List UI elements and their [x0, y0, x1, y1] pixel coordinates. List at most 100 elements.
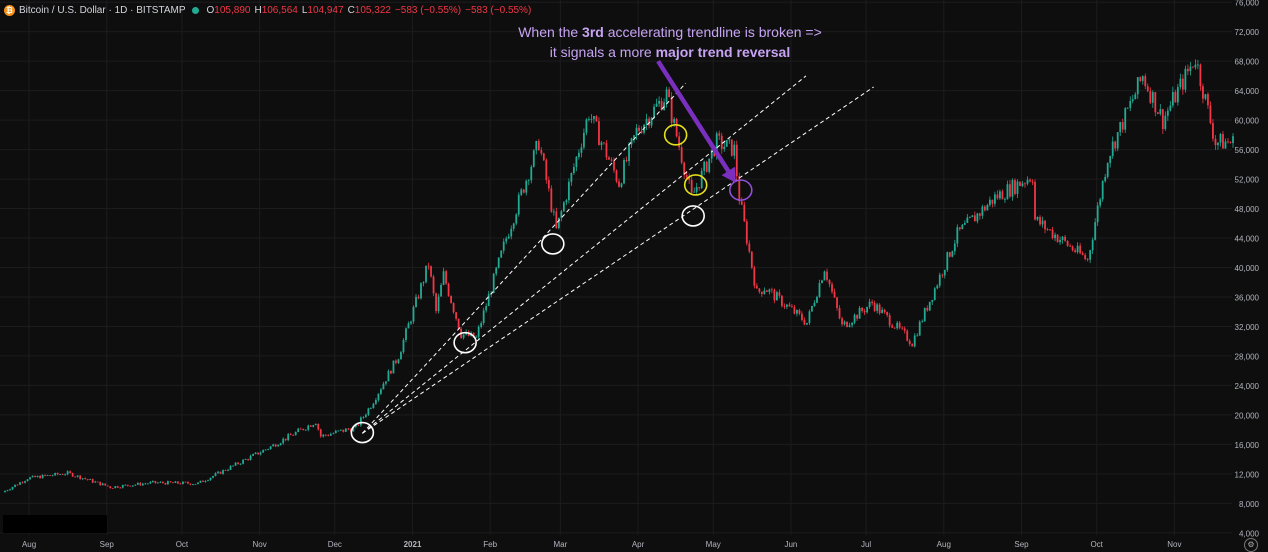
candle-body — [194, 483, 197, 485]
candle-body — [958, 227, 961, 230]
candle-body — [858, 307, 861, 319]
candle-body — [590, 119, 593, 120]
price-axis[interactable]: 4,000 8,000 12,000 16,000 20,000 24,000 28,000… — [1235, 0, 1260, 538]
candle-body — [758, 288, 761, 292]
candle-body — [172, 482, 174, 484]
candle-body — [134, 484, 137, 486]
candle-body — [367, 408, 370, 415]
candle-body — [1049, 229, 1051, 231]
candle-body — [941, 274, 944, 276]
candle-body — [931, 299, 934, 302]
candle-body — [207, 480, 209, 482]
candle-body — [916, 335, 919, 337]
candle-body — [738, 176, 741, 202]
candle-body — [625, 160, 628, 162]
candle-body — [259, 452, 262, 455]
candle-body — [763, 290, 766, 295]
candle-body — [247, 459, 249, 460]
candle-body — [334, 430, 337, 434]
y-tick-label: 64,000 — [1235, 87, 1260, 96]
candle-body — [886, 312, 889, 316]
candle-body — [267, 449, 270, 450]
candle-body — [1029, 179, 1031, 182]
candle-body — [953, 243, 956, 252]
time-axis[interactable]: Aug Sep Oct Nov Dec 2021 Feb Mar Apr May Jun Jul Aug… — [22, 540, 1182, 549]
candle-body — [242, 459, 244, 464]
candle-body — [96, 481, 99, 483]
candle-body — [187, 482, 189, 484]
candle-body — [1144, 76, 1147, 87]
candle-body — [770, 289, 773, 291]
candle-body — [1074, 250, 1077, 252]
y-tick-label: 72,000 — [1235, 28, 1260, 37]
y-tick-label: 24,000 — [1235, 382, 1260, 391]
annotation-line-1: When the 3rd accelerating trendline is b… — [518, 24, 822, 40]
x-tick-label: Oct — [176, 540, 189, 549]
candle-body — [1141, 76, 1144, 81]
candle-body — [803, 320, 806, 325]
candle-body — [1179, 78, 1182, 88]
candle-body — [618, 181, 620, 187]
candle-body — [324, 434, 327, 436]
candle-body — [547, 179, 550, 189]
symbol-title[interactable]: Bitcoin / U.S. Dollar · 1D · BITSTAMP — [19, 4, 186, 16]
y-tick-label: 60,000 — [1235, 117, 1260, 126]
candle-body — [141, 483, 144, 486]
candle-body — [1184, 68, 1187, 90]
candle-body — [605, 143, 608, 158]
candle-body — [598, 121, 600, 146]
candle-body — [715, 133, 718, 157]
ohlc-high: H106,564 — [254, 4, 298, 16]
candle-body — [572, 167, 575, 173]
candle-body — [222, 470, 224, 474]
candle-body — [282, 438, 285, 444]
candle-body — [623, 160, 625, 184]
candle-body — [1166, 110, 1169, 116]
touch-circle-white — [453, 331, 477, 354]
candle-body — [244, 459, 247, 460]
candle-body — [462, 334, 465, 338]
candle-body — [851, 322, 853, 326]
y-tick-label: 36,000 — [1235, 293, 1260, 302]
candle-body — [750, 251, 753, 268]
candle-body — [1197, 64, 1199, 66]
x-tick-label: Jun — [784, 540, 797, 549]
candle-body — [229, 465, 232, 470]
candle-body — [853, 314, 856, 323]
candle-body — [811, 305, 813, 312]
candle-body — [430, 266, 432, 277]
candle-body — [527, 180, 530, 182]
candle-body — [209, 477, 212, 481]
candle-body — [786, 304, 788, 307]
candle-body — [237, 462, 239, 465]
candle-body — [279, 443, 282, 446]
candle-body — [1031, 181, 1034, 183]
candle-body — [1061, 236, 1064, 241]
candle-body — [745, 221, 748, 244]
candle-body — [826, 271, 828, 280]
candle-body — [502, 241, 505, 251]
gear-icon[interactable]: ⚙ — [1244, 538, 1258, 552]
candle-body — [64, 474, 67, 476]
candle-body — [174, 481, 177, 483]
candle-body — [660, 100, 663, 111]
candle-body — [29, 477, 31, 480]
candle-body — [136, 482, 139, 485]
candle-body — [61, 474, 64, 476]
candle-body — [507, 236, 510, 239]
candle-body — [1212, 123, 1214, 139]
candle-body — [402, 339, 405, 353]
candle-body — [1171, 92, 1174, 106]
candle-body — [169, 481, 172, 483]
x-tick-label: Aug — [937, 540, 951, 549]
candle-body — [312, 425, 315, 427]
candle-body — [14, 484, 16, 487]
candle-body — [630, 138, 633, 145]
candle-body — [1121, 122, 1124, 130]
candle-body — [583, 132, 585, 148]
candle-body — [608, 157, 610, 160]
candle-body — [317, 423, 320, 430]
candle-body — [868, 301, 871, 307]
candle-body — [615, 170, 618, 182]
